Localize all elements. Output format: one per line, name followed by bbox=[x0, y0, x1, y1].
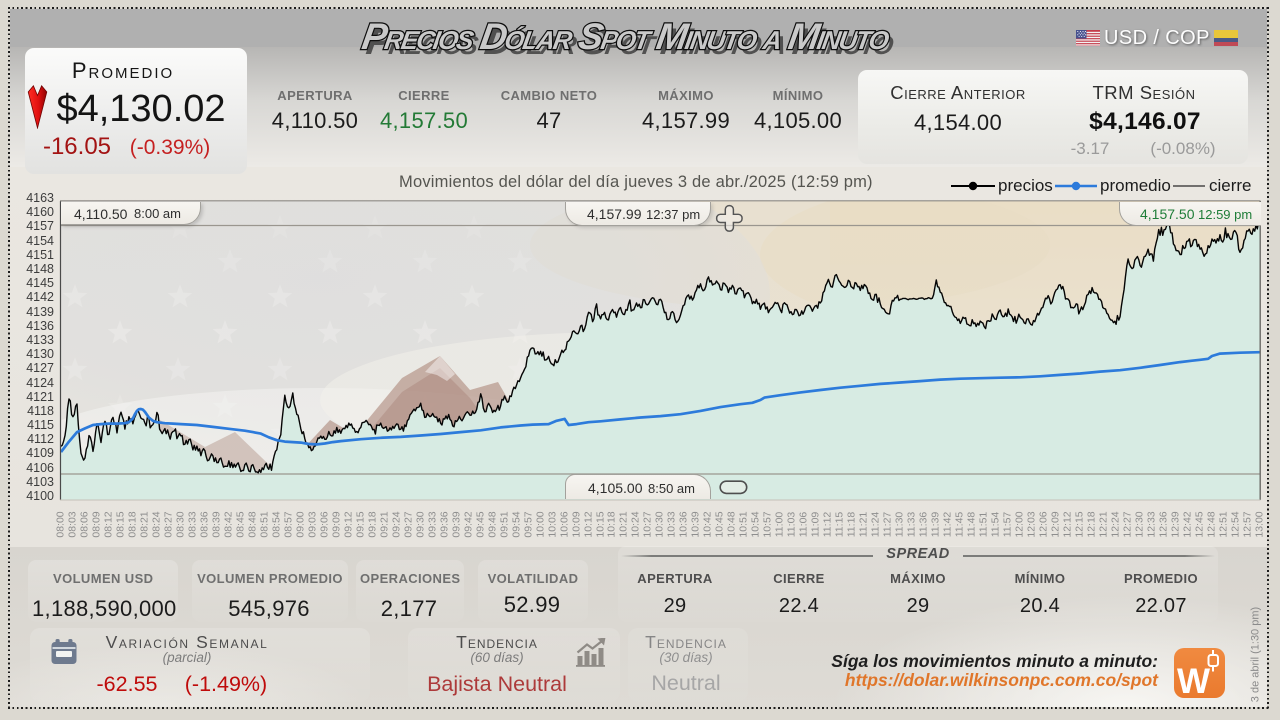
svg-text:Precios Dólar Spot Minuto a Mi: Precios Dólar Spot Minuto a Minuto bbox=[359, 15, 894, 57]
svg-text:W: W bbox=[1177, 662, 1210, 698]
svg-text:Precios Dólar Spot Minuto a Mi: Precios Dólar Spot Minuto a Minuto bbox=[364, 20, 899, 62]
